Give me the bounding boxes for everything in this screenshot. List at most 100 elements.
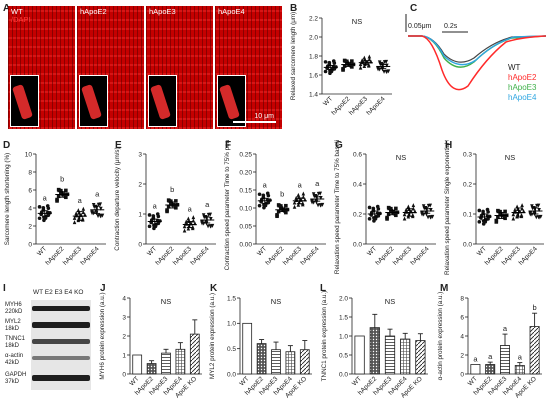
x-tick-label: WT: [146, 245, 158, 257]
scale-bar: [233, 121, 276, 123]
data-point: [323, 60, 328, 64]
x-tick-label: WT: [476, 245, 488, 257]
data-point: [46, 206, 51, 211]
panel-label-l: L: [320, 283, 327, 294]
panel-label-i: I: [3, 283, 6, 294]
data-point: [376, 207, 381, 211]
significance-letter: a: [78, 196, 83, 205]
data-point: [186, 216, 191, 221]
significance-letter: b: [533, 303, 537, 312]
x-tick-label: hApoE4: [409, 245, 431, 267]
micrograph-sublabel: /DAPI: [11, 15, 31, 24]
y-tick-label: 1.0: [227, 321, 236, 328]
x-tick-label: hApoE4: [518, 245, 540, 267]
chart-e: 0 1 2 3 Contraction departure velocity (μm/s…: [114, 147, 216, 267]
trace-hapoe4: [408, 35, 547, 66]
blot-row-label: MYL2 18kD: [5, 319, 21, 332]
data-point: [294, 195, 298, 200]
y-tick-label: 4: [122, 295, 126, 302]
blot-band-myl2: [32, 322, 90, 328]
data-point: [496, 209, 501, 214]
data-point: [57, 188, 62, 193]
data-point: [362, 55, 367, 60]
y-tick-label: 3: [138, 151, 142, 158]
significance-letter: a: [518, 353, 523, 362]
data-point: [319, 203, 323, 208]
y-axis-label: Contraction speed parameter Time to 75% …: [224, 140, 231, 270]
y-tick-label: 2.0: [309, 34, 318, 41]
y-tick-label: 3: [122, 314, 126, 321]
data-point: [342, 64, 347, 68]
data-point: [81, 210, 86, 215]
data-point: [268, 198, 272, 202]
data-point: [387, 206, 392, 211]
data-point: [276, 209, 281, 214]
y-tick-label: 10: [25, 151, 33, 158]
data-point: [316, 203, 320, 208]
bar: [369, 327, 380, 375]
blot-row-label: α-actin 42kD: [5, 353, 24, 366]
panel-label-a: A: [3, 3, 11, 14]
x-tick-label: WT: [351, 375, 363, 387]
bar: [470, 364, 481, 375]
chart-d: 0 2 4 6 8 10 Sarcomere length shortening (%) WT…: [4, 151, 106, 267]
data-point: [262, 202, 266, 207]
bar: [161, 352, 171, 375]
data-point: [173, 204, 178, 209]
data-point: [292, 204, 297, 209]
data-point: [429, 215, 433, 220]
data-point: [534, 215, 539, 220]
chart-b: 1.4 1.6 1.8 2.0 2.2 Relaxed sarcomere length …: [290, 12, 392, 117]
data-point: [96, 214, 100, 219]
significance-letter: a: [188, 204, 193, 213]
data-point: [257, 192, 262, 197]
data-point: [184, 219, 188, 224]
significance-letter: a: [95, 190, 100, 199]
data-point: [520, 206, 524, 211]
data-point: [382, 60, 387, 65]
y-tick-label: 1.5: [339, 314, 348, 321]
stat-label: NS: [352, 17, 362, 26]
data-point: [537, 215, 541, 220]
data-point: [477, 208, 482, 213]
blot-band-myh6: [32, 306, 90, 311]
significance-letter: a: [263, 181, 268, 190]
data-point: [411, 206, 416, 211]
y-tick-label: 1: [122, 352, 126, 359]
y-tick-label: 0.00: [239, 241, 252, 248]
panel-label-d: D: [3, 140, 11, 151]
data-point: [366, 63, 371, 68]
chart-f: 0.00 0.05 0.10 0.15 0.20 0.25 Contraction spee…: [224, 140, 326, 270]
scale-x-label: 0.2s: [444, 23, 458, 30]
panel-label-e: E: [115, 140, 122, 151]
data-point: [147, 224, 152, 229]
data-point: [90, 210, 94, 215]
data-point: [152, 223, 156, 228]
bar: [175, 348, 186, 375]
data-point: [284, 203, 288, 208]
data-point: [292, 200, 297, 205]
y-tick-label: 1: [138, 211, 142, 218]
data-point: [275, 214, 279, 219]
data-point: [404, 207, 408, 212]
data-point: [200, 220, 204, 225]
data-point: [191, 215, 196, 220]
legend-item: hApoE3: [508, 83, 537, 92]
data-point: [56, 194, 61, 199]
chart-g: 0.0 0.2 0.4 0.6 Relaxation speed parameter T…: [334, 140, 436, 274]
significance-letter: a: [315, 179, 320, 188]
data-point: [511, 212, 516, 217]
data-point: [367, 57, 372, 62]
data-point: [394, 206, 398, 211]
data-point: [511, 216, 516, 221]
y-axis-label: Sarcomere length shortening (%): [4, 153, 11, 245]
micrograph-label: hApoE2: [80, 7, 107, 16]
data-point: [426, 203, 431, 208]
significance-letter: a: [473, 355, 478, 364]
data-point: [496, 215, 500, 220]
y-axis-label: Relaxation speed parameter Time to 75% b…: [334, 140, 341, 274]
data-point: [37, 205, 42, 209]
bar: [384, 335, 396, 375]
